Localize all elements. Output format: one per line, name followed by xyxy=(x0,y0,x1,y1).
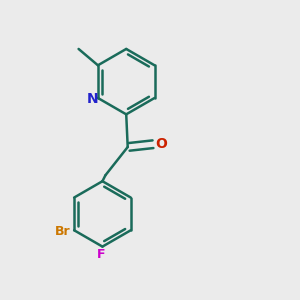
Text: Br: Br xyxy=(55,225,70,238)
Text: N: N xyxy=(87,92,98,106)
Text: F: F xyxy=(97,248,105,261)
Text: O: O xyxy=(155,137,167,151)
